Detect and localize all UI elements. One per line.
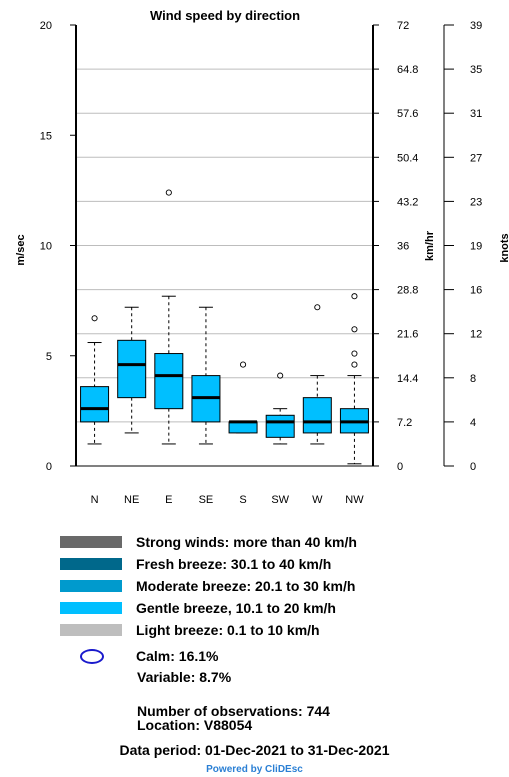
y-tick-label-ms: 0 xyxy=(46,461,52,473)
x-tick-label: E xyxy=(165,494,172,506)
outlier-point xyxy=(314,304,321,311)
y-tick-label-knots: 31 xyxy=(470,108,482,120)
box-n: N xyxy=(80,315,110,506)
y-tick-label-ms: 20 xyxy=(40,20,52,32)
y-tick-label-knots: 39 xyxy=(470,20,482,32)
legend-label: Light breeze: 0.1 to 10 km/h xyxy=(136,622,320,638)
y-tick-label-knots: 16 xyxy=(470,285,482,297)
legend-item: Gentle breeze, 10.1 to 20 km/h xyxy=(60,599,336,617)
legend-label: Moderate breeze: 20.1 to 30 km/h xyxy=(136,578,356,594)
legend-swatch xyxy=(60,624,122,636)
box-sw: SW xyxy=(265,372,295,506)
y-tick-label-kmh: 28.8 xyxy=(397,285,418,297)
y-tick-label-ms: 15 xyxy=(40,130,52,142)
x-tick-label: W xyxy=(312,494,323,506)
legend-label: Gentle breeze, 10.1 to 20 km/h xyxy=(136,600,336,616)
y-tick-label-ms: 5 xyxy=(46,351,52,363)
y-tick-label-kmh: 21.6 xyxy=(397,329,418,341)
box-iqr xyxy=(117,339,147,399)
location-label: Location: V88054 xyxy=(137,717,253,733)
box-e: E xyxy=(154,189,184,506)
legend-swatch xyxy=(60,580,122,592)
outlier-point xyxy=(240,361,247,368)
x-tick-label: NE xyxy=(124,494,139,506)
calm-row: Calm: 16.1% xyxy=(60,647,218,665)
outlier-point xyxy=(351,326,358,333)
y-tick-label-knots: 8 xyxy=(470,373,476,385)
legend-swatch xyxy=(60,536,122,548)
outlier-point xyxy=(351,361,358,368)
box-s: S xyxy=(228,361,258,506)
y-axis-label-ms: m/sec xyxy=(15,234,27,265)
x-tick-label: SW xyxy=(271,494,289,506)
x-tick-label: S xyxy=(239,494,246,506)
box-w: W xyxy=(302,304,332,506)
y-axis-label-knots: knots xyxy=(499,233,509,262)
legend-item: Strong winds: more than 40 km/h xyxy=(60,533,357,551)
chart-title: Wind speed by direction xyxy=(150,8,300,23)
y-tick-label-ms: 10 xyxy=(40,241,52,253)
observations-count: Number of observations: 744 xyxy=(137,703,330,719)
box-se: SE xyxy=(191,306,221,506)
box-ne: NE xyxy=(117,306,147,506)
legend-item: Fresh breeze: 30.1 to 40 km/h xyxy=(60,555,331,573)
calm-label: Calm: 16.1% xyxy=(136,648,219,664)
data-period: Data period: 01-Dec-2021 to 31-Dec-2021 xyxy=(119,742,390,758)
y-tick-label-kmh: 57.6 xyxy=(397,108,418,120)
legend-label: Fresh breeze: 30.1 to 40 km/h xyxy=(136,556,332,572)
legend-item: Moderate breeze: 20.1 to 30 km/h xyxy=(60,577,355,595)
y-tick-label-knots: 19 xyxy=(470,241,482,253)
y-tick-label-knots: 12 xyxy=(470,329,482,341)
legend-item: Light breeze: 0.1 to 10 km/h xyxy=(60,621,320,639)
outlier-point xyxy=(165,189,172,196)
outlier-point xyxy=(351,293,358,300)
box-iqr xyxy=(154,353,184,410)
wind-boxplot-chart: Wind speed by direction 0 5 10 15 20 0 7.2 14.4… xyxy=(15,8,509,506)
x-tick-label: N xyxy=(91,494,99,506)
powered-by: Powered by CliDEsc xyxy=(206,764,303,775)
variable-label: Variable: 8.7% xyxy=(137,669,232,685)
box-iqr xyxy=(80,386,110,423)
legend-swatch xyxy=(60,602,122,614)
y-tick-label-knots: 35 xyxy=(470,64,482,76)
y-tick-label-kmh: 72 xyxy=(397,20,409,32)
y-tick-label-kmh: 50.4 xyxy=(397,152,418,164)
outlier-point xyxy=(351,350,358,357)
x-tick-label: SE xyxy=(199,494,214,506)
y-tick-label-knots: 27 xyxy=(470,152,482,164)
y-tick-label-kmh: 7.2 xyxy=(397,417,412,429)
y-tick-label-kmh: 43.2 xyxy=(397,196,418,208)
box-iqr xyxy=(228,421,258,434)
y-tick-label-kmh: 36 xyxy=(397,241,409,253)
legend-label: Strong winds: more than 40 km/h xyxy=(136,534,357,550)
outlier-point xyxy=(277,372,284,379)
box-iqr xyxy=(302,397,332,434)
x-tick-label: NW xyxy=(345,494,364,506)
y-tick-label-kmh: 0 xyxy=(397,461,403,473)
box-iqr xyxy=(265,414,295,438)
y-tick-label-knots: 0 xyxy=(470,461,476,473)
calm-circle-icon xyxy=(80,648,104,664)
y-axis-label-kmh: km/hr xyxy=(424,230,436,261)
box-nw: NW xyxy=(339,293,369,506)
y-tick-label-knots: 4 xyxy=(470,417,476,429)
outlier-point xyxy=(91,315,98,322)
y-tick-label-kmh: 14.4 xyxy=(397,373,418,385)
legend-swatch xyxy=(60,558,122,570)
y-tick-label-knots: 23 xyxy=(470,196,482,208)
y-tick-label-kmh: 64.8 xyxy=(397,64,418,76)
